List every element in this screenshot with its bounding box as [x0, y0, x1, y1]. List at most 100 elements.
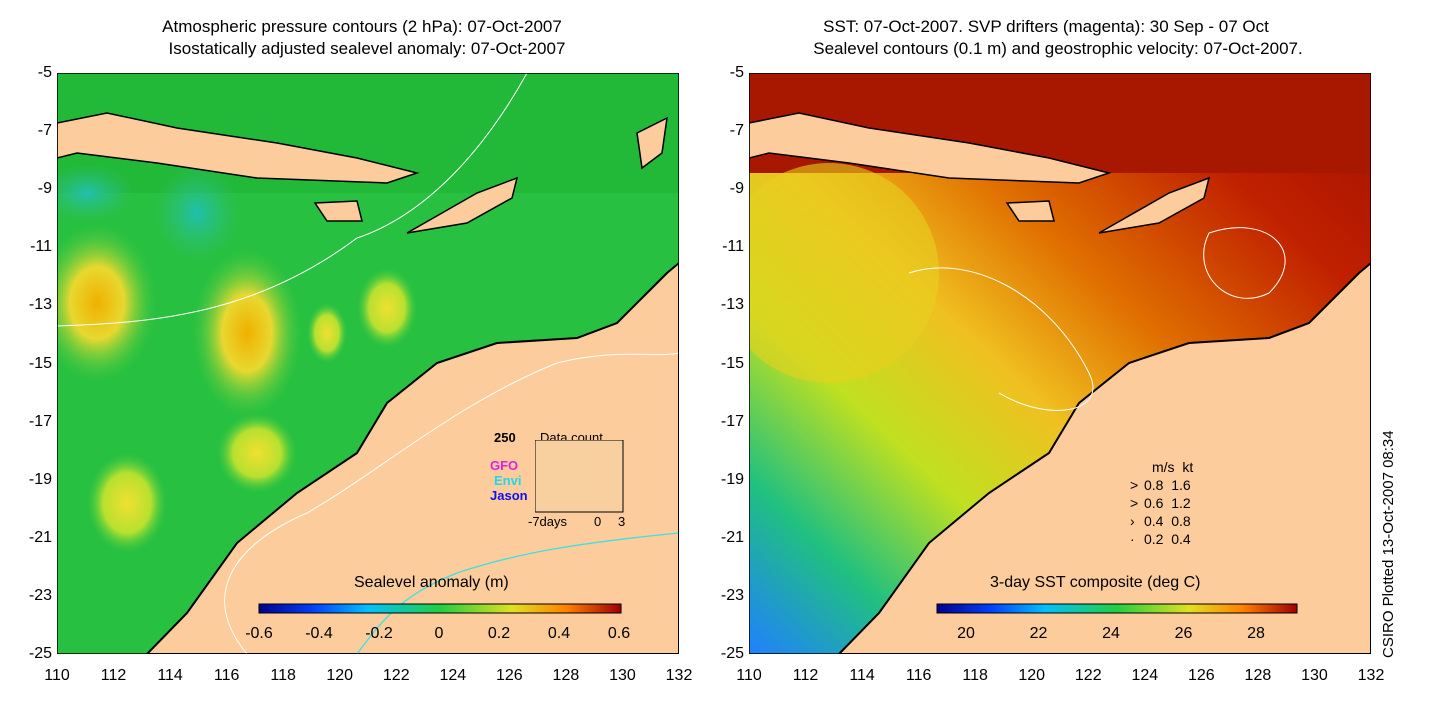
high-anomaly-blob	[217, 413, 297, 493]
island-land	[749, 112, 1112, 184]
x-tick-label: 114	[849, 667, 875, 684]
right-colorbar-tick: 20	[957, 625, 975, 642]
y-tick-label: -13	[28, 296, 52, 314]
x-tick-label: 112	[792, 667, 819, 684]
high-anomaly-blob	[307, 303, 347, 363]
low-anomaly-blob	[152, 163, 242, 263]
y-tick-label: -19	[28, 470, 52, 488]
sealevel-contour	[1203, 227, 1286, 299]
inset-y-label: 250	[494, 430, 516, 445]
australia-land	[837, 261, 1371, 654]
inset-x-label-start: -7days	[528, 514, 568, 529]
x-tick-label: 128	[1244, 667, 1272, 684]
left-colorbar-label: Sealevel anomaly (m)	[354, 574, 509, 591]
y-tick-label: -11	[722, 238, 744, 256]
y-tick-label: -9	[37, 180, 52, 198]
x-tick-label: 132	[1357, 667, 1385, 684]
high-anomaly-blob	[57, 223, 157, 383]
x-tick-label: 122	[382, 667, 410, 684]
x-tick-label: 122	[1074, 667, 1102, 684]
y-tick-label: -9	[729, 180, 744, 198]
y-tick-label: -7	[729, 122, 744, 140]
island-land	[313, 200, 363, 222]
y-tick-label: -11	[30, 238, 52, 256]
left-colorbar-tick: 0	[434, 625, 444, 642]
inset-x-label-end: 3	[618, 514, 626, 529]
right-colorbar-label: 3-day SST composite (deg C)	[990, 574, 1201, 591]
y-tick-label: -17	[28, 412, 52, 430]
y-tick-label: -17	[720, 412, 744, 430]
inset-x-label-zero: 0	[594, 514, 602, 529]
speed-legend: m/s kt >0.8 1.6 >0.6 1.2 › 0.4 0.8 · 0.2 0…	[1130, 459, 1194, 547]
x-tick-label: 116	[213, 667, 240, 684]
y-tick-label: -21	[28, 528, 52, 546]
x-tick-label: 130	[1301, 667, 1328, 684]
low-anomaly-blob	[57, 163, 137, 223]
right-colorbar-tick: 28	[1247, 625, 1265, 642]
x-tick-label: 128	[552, 667, 580, 684]
right-title-line2: Sealevel contours (0.1 m) and geostrophi…	[813, 39, 1303, 58]
island-land	[1005, 200, 1055, 222]
x-tick-label: 120	[1018, 667, 1046, 684]
sealevel-contour	[908, 267, 1094, 411]
y-tick-label: -25	[720, 645, 744, 662]
y-tick-label: -19	[720, 470, 744, 488]
inset-legend-envi: Envi	[494, 473, 522, 488]
right-colorbar-tick: 24	[1102, 625, 1120, 642]
right-colorbar-tick: 22	[1029, 625, 1048, 642]
left-colorbar-tick: 0.2	[487, 625, 511, 642]
island-land	[57, 112, 420, 184]
sst-map	[749, 73, 1371, 654]
left-colorbar-tick: -0.2	[365, 625, 393, 642]
speed-legend-row: >0.6 1.2	[1130, 495, 1191, 511]
right-colorbar-tick: 26	[1174, 625, 1193, 642]
sealevel-anomaly-map	[57, 73, 679, 654]
y-tick-label: -13	[720, 296, 744, 314]
left-colorbar-tick: -0.6	[245, 625, 273, 642]
left-colorbar-tick: 0.6	[607, 625, 631, 642]
x-tick-label: 132	[665, 667, 693, 684]
y-tick-label: -7	[37, 122, 52, 140]
high-anomaly-blob	[357, 268, 417, 348]
inset-legend-jason: Jason	[490, 488, 528, 503]
y-tick-label: -15	[720, 354, 744, 372]
x-tick-label: 114	[157, 667, 183, 684]
x-tick-label: 126	[1188, 667, 1215, 684]
right-title-line1: SST: 07-Oct-2007. SVP drifters (magenta)…	[823, 17, 1269, 36]
x-tick-label: 130	[609, 667, 636, 684]
x-tick-label: 120	[326, 667, 354, 684]
y-tick-label: -21	[720, 528, 744, 546]
pressure-contour	[57, 73, 528, 327]
y-tick-label: -5	[37, 64, 52, 81]
left-title-line2: Isostatically adjusted sealevel anomaly:…	[168, 39, 566, 58]
left-title-line1: Atmospheric pressure contours (2 hPa): 0…	[162, 17, 562, 36]
speed-legend-row: · 0.2 0.4	[1130, 531, 1191, 547]
data-count-chart	[535, 440, 624, 513]
x-tick-label: 112	[100, 667, 127, 684]
x-tick-label: 124	[1131, 667, 1159, 684]
pressure-contour	[224, 352, 679, 654]
x-tick-label: 124	[439, 667, 467, 684]
island-land	[406, 176, 519, 234]
island-land	[1098, 176, 1211, 234]
x-tick-label: 118	[962, 667, 988, 684]
y-tick-label: -5	[729, 64, 744, 81]
y-tick-label: -25	[28, 645, 52, 662]
speed-legend-row: › 0.4 0.8	[1130, 513, 1191, 529]
island-land	[636, 116, 668, 170]
australia-land	[145, 261, 679, 654]
inset-legend-gfo: GFO	[490, 458, 519, 473]
x-tick-label: 110	[736, 667, 762, 684]
x-tick-label: 126	[496, 667, 523, 684]
y-tick-label: -23	[28, 586, 52, 604]
x-tick-label: 116	[905, 667, 932, 684]
left-colorbar-tick: 0.4	[547, 625, 571, 642]
y-tick-label: -15	[28, 354, 52, 372]
high-anomaly-blob	[87, 453, 167, 553]
left-colorbar-tick: -0.4	[305, 625, 333, 642]
x-tick-label: 118	[270, 667, 296, 684]
x-tick-label: 110	[44, 667, 70, 684]
high-anomaly-blob	[192, 248, 302, 418]
plot-credit: CSIRO Plotted 13-Oct-2007 08:34	[1380, 430, 1397, 658]
speed-legend-row: >0.8 1.6	[1130, 477, 1191, 493]
